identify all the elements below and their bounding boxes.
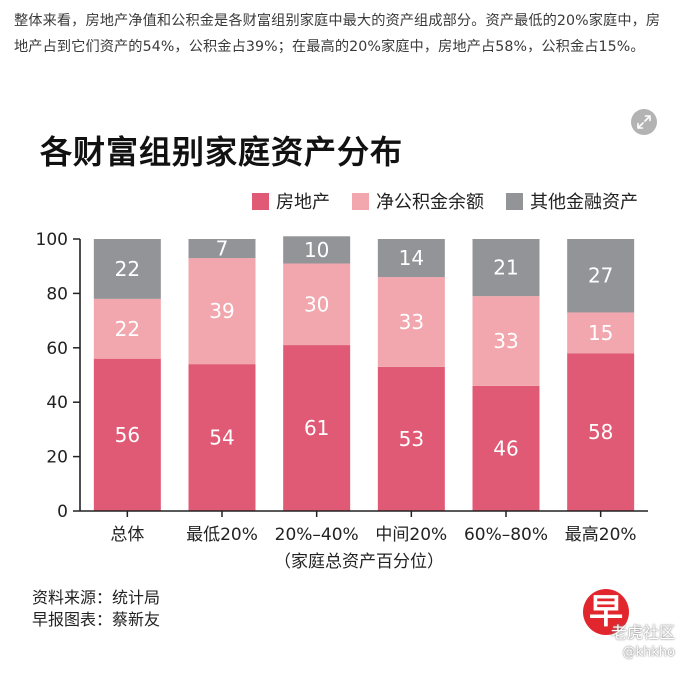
x-tick-label: 最高20% [565,525,637,545]
bar-segment-1-3 [377,277,445,367]
bar-segment-2-3 [377,239,445,278]
data-label: 61 [304,416,329,440]
chart-title: 各财富组别家庭资产分布 [40,133,404,171]
data-label: 33 [493,329,518,353]
watermark-user: @khkho [622,645,676,660]
legend-swatch-other-financial [506,192,523,210]
x-tick-label: 20%–40% [275,525,359,545]
legend-item-cpf: 净公积金余额 [352,188,484,214]
bar-segment-1-1 [188,258,256,365]
x-tick-label: 最低20% [186,525,258,545]
data-label: 39 [209,299,234,323]
bar-segment-0-0 [93,358,161,511]
bar-segment-2-1 [188,239,256,259]
source-line: 资料来源：统计局 [32,588,161,607]
chart-bars: 56 22 22 54 39 7 61 30 10 53 33 14 46 33 21 58 15 27 [93,236,635,511]
x-tick-label: 中间20% [375,525,447,545]
expand-arrows-icon [637,115,651,129]
data-label: 46 [493,436,518,460]
y-tick-label: 40 [46,393,68,413]
chart-legend: 房地产 净公积金余额 其他金融资产 [252,188,638,214]
data-label: 14 [399,246,424,270]
data-label: 56 [115,423,140,447]
bar-segment-0-1 [188,364,256,511]
x-tick-label: 60%–80% [464,525,548,545]
legend-label-cpf: 净公积金余额 [376,192,484,213]
legend-item-other-financial: 其他金融资产 [506,188,638,214]
legend-label-real-estate: 房地产 [276,192,330,213]
bar-segment-2-2 [283,236,351,264]
y-tick-label: 20 [46,448,68,468]
data-label: 58 [588,420,613,444]
bar-segment-1-5 [567,312,635,354]
source-credits: 资料来源：统计局 早报图表：蔡新友 [32,587,160,631]
expand-button[interactable] [631,109,657,135]
bar-segment-2-4 [472,239,540,297]
data-label: 10 [304,238,329,262]
legend-swatch-cpf [352,192,369,210]
y-tick-label: 80 [46,284,68,304]
data-label: 54 [209,426,234,450]
watermark: 老虎社区 @khkho [569,624,675,662]
data-label: 27 [588,264,613,288]
legend-item-real-estate: 房地产 [252,188,330,214]
data-label: 7 [216,237,229,261]
y-tick-label: 100 [36,230,68,250]
bar-segment-0-5 [567,353,635,511]
bar-segment-0-4 [472,385,540,511]
chart-axes: 总体 最低20% 20%–40% 中间20% 60%–80% 最高20% 0 20 40 60 80… [36,230,648,545]
bar-segment-2-5 [567,239,635,313]
data-label: 22 [115,317,140,341]
data-label: 30 [304,292,329,316]
data-label: 21 [493,256,518,280]
watermark-text: 老虎社区 [610,623,675,642]
y-tick-label: 0 [57,502,68,522]
legend-label-other-financial: 其他金融资产 [530,192,638,213]
bar-segment-1-0 [93,298,161,359]
bar-segment-1-2 [283,263,351,346]
data-label: 53 [399,427,424,451]
bar-segment-0-2 [283,345,351,511]
data-label: 33 [399,310,424,334]
bar-segment-1-4 [472,296,540,386]
zaobao-logo: 早 [583,589,629,635]
data-label: 22 [115,257,140,281]
legend-swatch-real-estate [252,192,269,210]
credit-line: 早报图表：蔡新友 [32,610,161,629]
data-label: 15 [588,321,613,345]
bar-segment-2-0 [93,239,161,299]
article-intro: 整体来看，房地产净值和公积金是各财富组别家庭中最大的资产组成部分。资产最低的20… [14,13,661,55]
x-tick-label: 总体 [110,525,144,545]
x-axis-label: （家庭总资产百分位） [274,552,444,572]
bar-segment-0-3 [377,366,445,511]
y-tick-label: 60 [46,339,68,359]
